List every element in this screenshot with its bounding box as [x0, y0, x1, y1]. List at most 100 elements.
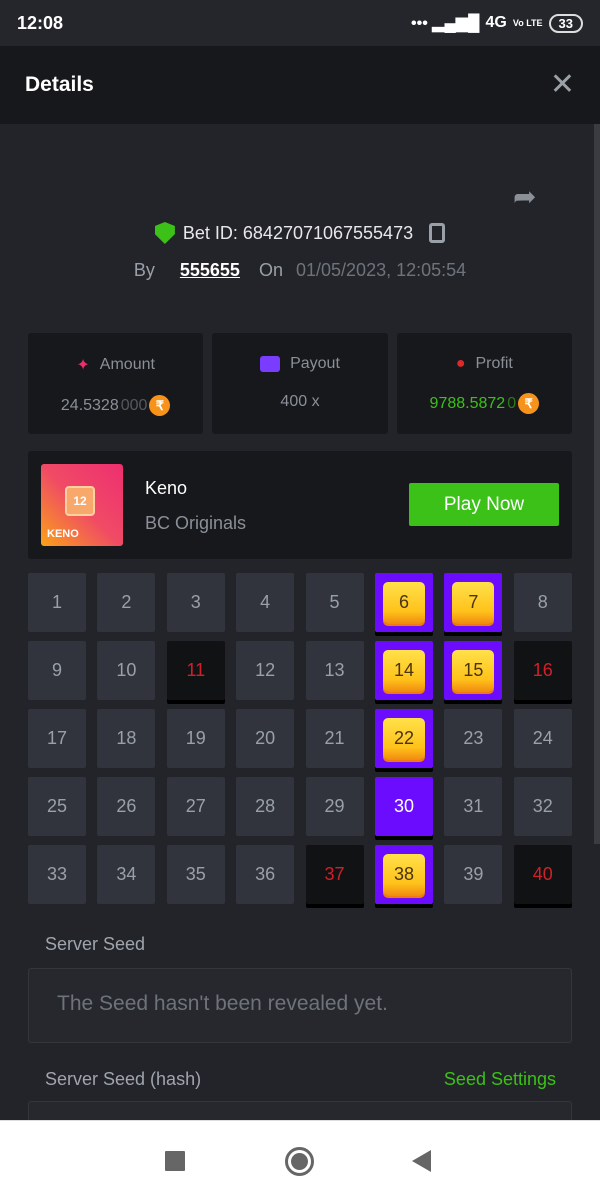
keno-cell-26: 26 [97, 777, 156, 836]
cell-number: 33 [46, 864, 68, 884]
keno-cell-30: 30 [374, 777, 433, 836]
keno-cell-5: 5 [305, 573, 364, 632]
server-seed-placeholder: The Seed hasn't been revealed yet. [57, 992, 388, 1015]
share-icon[interactable]: ➦ [513, 181, 537, 212]
cell-number: 40 [532, 864, 553, 884]
cell-number: 4 [260, 592, 271, 612]
keno-cell-24: 24 [513, 709, 572, 768]
keno-cell-18: 18 [97, 709, 156, 768]
keno-cell-39: 39 [444, 845, 503, 904]
keno-cell-19: 19 [166, 709, 225, 768]
keno-cell-32: 32 [513, 777, 572, 836]
cell-number: 1 [51, 592, 62, 612]
cell-number: 24 [532, 728, 553, 748]
keno-cell-40: 40 [513, 845, 572, 904]
cell-number: 18 [116, 728, 137, 748]
cell-number: 36 [255, 864, 276, 884]
keno-cell-23: 23 [444, 709, 503, 768]
page-title: Details [25, 73, 94, 96]
gem-icon: 22 [382, 717, 425, 760]
cell-number: 30 [393, 796, 414, 816]
thumb-text: KENO [47, 528, 79, 540]
keno-cell-1: 1 [28, 573, 86, 632]
bet-id: Bet ID: 68427071067555473 [182, 222, 414, 243]
keno-cell-17: 17 [28, 709, 86, 768]
rupee-coin-icon: ₹ [149, 395, 171, 416]
keno-cell-31: 31 [444, 777, 503, 836]
profit-value: 9788.5872 [429, 394, 506, 412]
username-link[interactable]: 555655 [179, 260, 240, 280]
keno-cell-34: 34 [97, 845, 156, 904]
cell-number: 16 [532, 660, 553, 680]
game-name: Keno [145, 478, 188, 498]
details-header: Details ✕ [0, 46, 600, 124]
keno-board: 1 2 3 4 5 6 7 8 9 10 11 12 13 14 15 16 17 18 19 20 21 22 23 24 2… [28, 573, 572, 904]
keno-cell-36: 36 [236, 845, 295, 904]
keno-cell-13: 13 [305, 641, 364, 700]
game-card: 12 KENO Keno BC Originals Play Now [28, 451, 572, 559]
payout-value: 400 x [280, 393, 320, 410]
cell-number: 19 [185, 728, 206, 748]
gem-icon: 38 [382, 853, 425, 896]
cell-number: 12 [255, 660, 276, 680]
keno-cell-16: 16 [513, 641, 572, 700]
cell-number: 34 [116, 864, 137, 884]
close-icon[interactable]: ✕ [549, 68, 575, 101]
game-provider: BC Originals [145, 513, 247, 533]
by-label: By [133, 260, 155, 280]
payout-label: Payout [290, 355, 340, 372]
server-seed-field[interactable]: The Seed hasn't been revealed yet. [28, 968, 572, 1043]
recents-icon[interactable] [165, 1151, 185, 1171]
verified-shield-icon [154, 222, 175, 244]
profit-label: Profit [475, 355, 513, 372]
card-icon [260, 356, 281, 372]
cell-number: 27 [185, 796, 206, 816]
keno-cell-12: 12 [236, 641, 295, 700]
android-nav-bar [0, 1120, 600, 1200]
keno-cell-7: 7 [444, 573, 503, 632]
cell-number: 32 [532, 796, 553, 816]
cell-number: 10 [116, 660, 137, 680]
keno-cell-15: 15 [444, 641, 503, 700]
copy-icon[interactable] [429, 223, 446, 243]
keno-thumbnail[interactable]: 12 KENO [41, 464, 123, 546]
cell-number: 20 [255, 728, 276, 748]
back-icon[interactable] [412, 1150, 431, 1172]
keno-cell-20: 20 [236, 709, 295, 768]
server-seed-hash-label: Server Seed (hash) [45, 1069, 202, 1089]
keno-cell-8: 8 [513, 573, 572, 632]
cell-number: 35 [185, 864, 206, 884]
bet-date: 01/05/2023, 12:05:54 [296, 260, 467, 280]
amount-label: Amount [99, 356, 155, 373]
keno-cell-14: 14 [374, 641, 433, 700]
keno-cell-33: 33 [28, 845, 86, 904]
play-now-button[interactable]: Play Now [409, 483, 559, 526]
keno-cell-3: 3 [166, 573, 225, 632]
cell-number: 17 [46, 728, 68, 748]
battery-icon: 33 [548, 13, 583, 33]
keno-cell-2: 2 [97, 573, 156, 632]
keno-cell-6: 6 [374, 573, 433, 632]
cell-number: 25 [46, 796, 68, 816]
profit-hand-icon: ● [455, 355, 466, 372]
volte-icon: Vo LTE [512, 18, 543, 28]
payout-card: Payout 400 x [212, 333, 388, 434]
keno-cell-35: 35 [166, 845, 225, 904]
cell-number: 8 [537, 592, 548, 612]
gem-icon: 6 [382, 581, 425, 624]
amount-card: ✦ Amount 24.5328 000 ₹ [28, 333, 204, 434]
cell-number: 39 [463, 864, 484, 884]
seed-settings-link[interactable]: Seed Settings [443, 1069, 556, 1089]
home-icon[interactable] [285, 1147, 314, 1176]
server-seed-label: Server Seed [45, 934, 146, 954]
amount-trail: 000 [120, 396, 148, 414]
keno-cell-38: 38 [374, 845, 433, 904]
scrollbar[interactable] [594, 124, 600, 844]
bet-meta: By 555655 On 01/05/2023, 12:05:54 [0, 260, 600, 281]
keno-cell-29: 29 [305, 777, 364, 836]
keno-cell-22: 22 [374, 709, 433, 768]
amount-value: 24.5328 [60, 396, 119, 414]
keno-cell-10: 10 [97, 641, 156, 700]
keno-cell-28: 28 [236, 777, 295, 836]
cell-number: 31 [463, 796, 484, 816]
